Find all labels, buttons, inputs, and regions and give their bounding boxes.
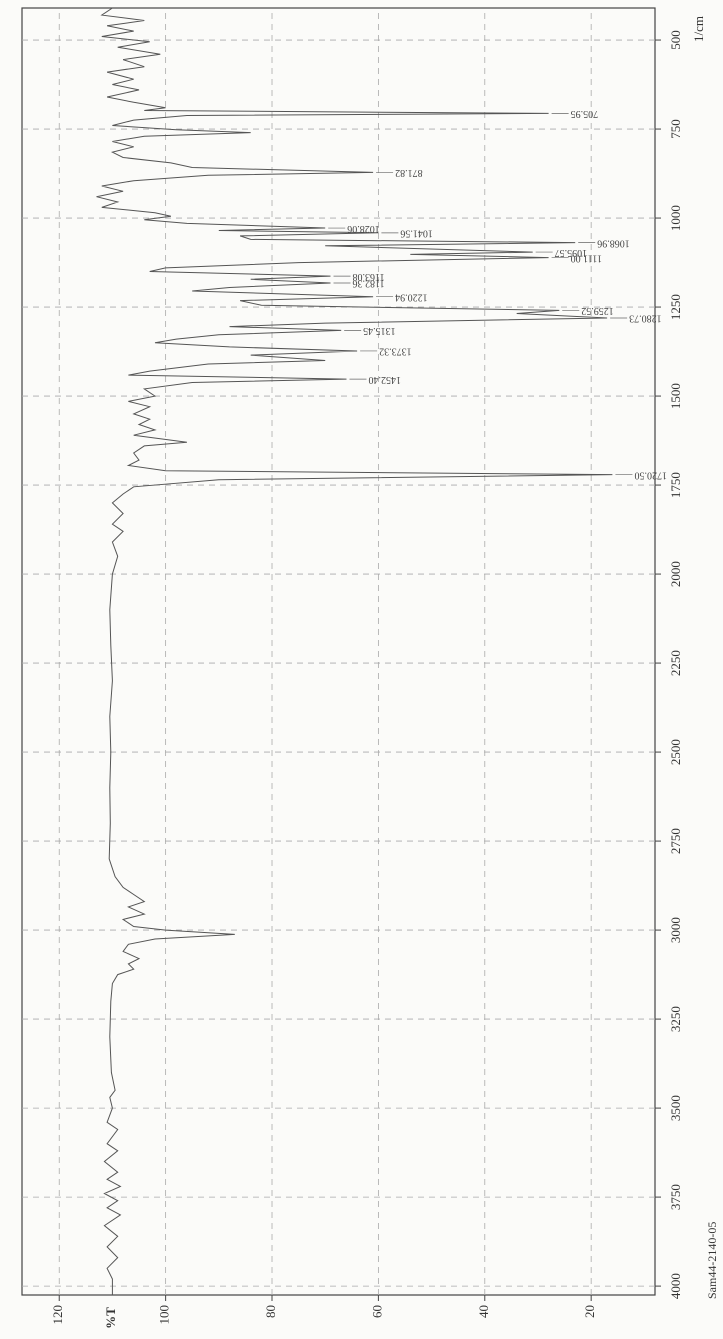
peak-label: 1163.08 [353,271,385,282]
x-tick-label: 2000 [668,561,683,587]
peak-label: 1041.56 [400,228,433,239]
spectrum-line [96,7,613,1295]
x-axis-label: 1/cm [691,16,706,42]
peak-label: 1280.73 [629,313,662,324]
peak-label: 1315.45 [363,325,396,336]
sample-id: Sam44-2140-05 [705,1222,719,1299]
x-tick-label: 500 [668,30,683,50]
y-tick-label: 120 [50,1305,65,1325]
peak-label: 1028.06 [347,223,380,234]
y-tick-label: 100 [157,1305,172,1325]
x-tick-label: 2500 [668,739,683,765]
x-tick-label: 1500 [668,383,683,409]
spectrum-frame: 1/cm %T Sam44-2140-05 500 750 1000 1250 1500… [21,7,719,1329]
x-tick-label: 3750 [668,1184,683,1210]
y-tick-label: 40 [476,1305,491,1318]
x-tick-label: 2750 [668,828,683,854]
y-tick-label: 60 [369,1305,384,1318]
peak-label: 1068.96 [597,237,630,248]
x-tick-label: 1250 [668,294,683,320]
peak-label: 1111.00 [571,252,602,263]
y-tick-label: 20 [582,1305,597,1318]
peak-label: 1373.32 [379,346,412,357]
x-tick-label: 3250 [668,1006,683,1032]
y-axis-label: %T [103,1307,118,1329]
peak-label: 1259.52 [581,305,614,316]
x-tick-label: 3500 [668,1095,683,1121]
peak-label: 1452.40 [368,374,401,385]
x-tick-label: 4000 [668,1273,683,1299]
peak-label: 1095.57 [555,247,588,258]
x-tick-label: 3000 [668,917,683,943]
peak-label: 871.82 [395,167,423,178]
x-tick-label: 750 [668,119,683,139]
y-tick-label: 80 [263,1305,278,1318]
x-tick-label: 1000 [668,205,683,231]
peak-label: 1220.94 [395,291,428,302]
plot-frame [21,7,656,1296]
peak-label: 1720.50 [634,469,667,480]
x-tick-label: 1750 [668,472,683,498]
peak-label: 705.95 [571,108,599,119]
x-tick-label: 2250 [668,650,683,676]
peak-label: 1182.36 [353,278,385,289]
